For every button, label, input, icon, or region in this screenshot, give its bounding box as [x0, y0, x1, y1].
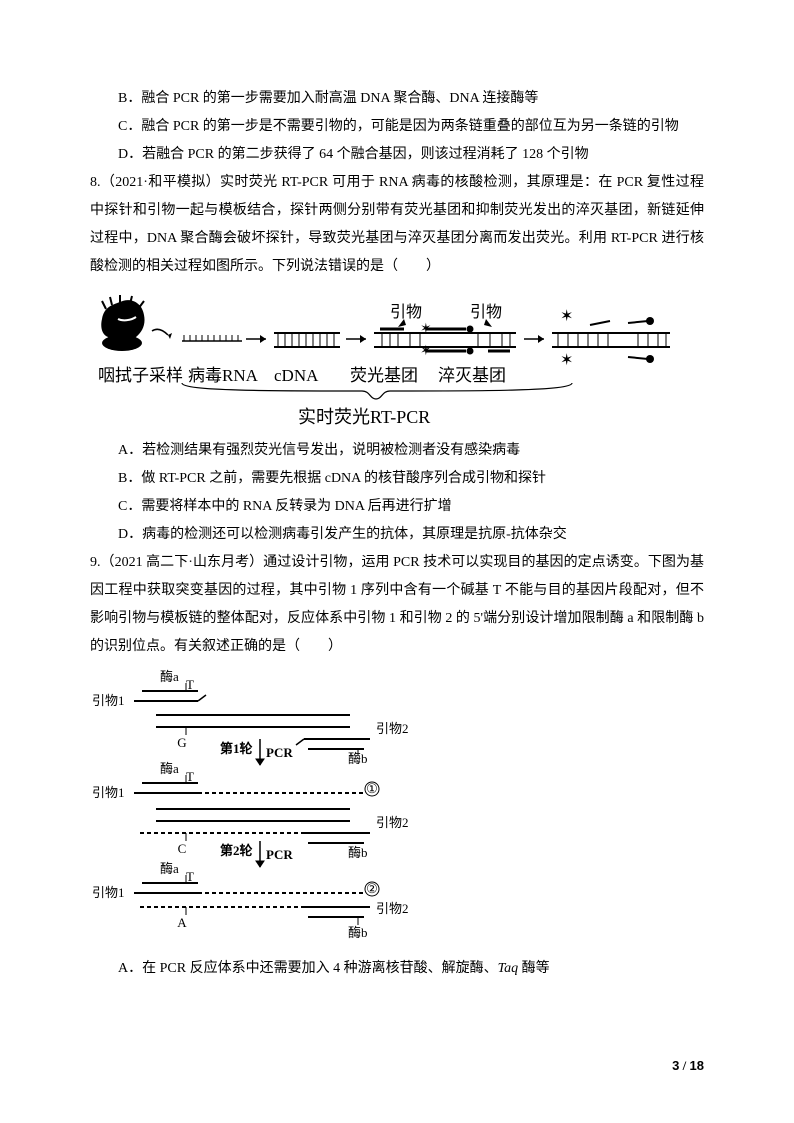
svg-text:引物2: 引物2 [376, 815, 409, 830]
page-footer: 3 / 18 [672, 1053, 704, 1079]
svg-text:✶: ✶ [560, 308, 573, 325]
arrow-icon [246, 335, 266, 343]
svg-text:PCR: PCR [266, 847, 293, 862]
svg-text:C: C [178, 841, 187, 856]
label-quench: 淬灭基团 [438, 366, 506, 385]
q8-option-d: D．病毒的检测还可以检测病毒引发产生的抗体，其原理是抗原-抗体杂交 [90, 521, 704, 549]
svg-text:引物2: 引物2 [376, 721, 409, 736]
label-sampling: 咽拭子采样 [98, 366, 183, 385]
q8-option-b: B．做 RT-PCR 之前，需要先根据 cDNA 的核苷酸序列合成引物和探针 [90, 465, 704, 493]
face-icon [101, 295, 144, 351]
label-virus-rna: 病毒RNA [188, 366, 259, 385]
svg-text:引物1: 引物1 [92, 885, 125, 900]
svg-text:T: T [186, 769, 194, 784]
q9-stem: 9.（2021 高二下·山东月考）通过设计引物，运用 PCR 技术可以实现目的基… [90, 549, 704, 661]
svg-text:引物1: 引物1 [92, 693, 125, 708]
svg-text:T: T [186, 869, 194, 884]
page-total: 18 [690, 1058, 704, 1073]
svg-text:G: G [177, 735, 186, 750]
virus-rna [182, 335, 242, 341]
svg-text:PCR: PCR [266, 745, 293, 760]
q8-diagram: 咽拭子采样 病毒RNA cDNA [90, 289, 704, 429]
svg-text:酶a: 酶a [160, 761, 179, 776]
arrow-icon [524, 335, 544, 343]
svg-text:第1轮: 第1轮 [220, 741, 253, 756]
svg-text:引物1: 引物1 [92, 785, 125, 800]
svg-text:①: ① [366, 781, 378, 796]
cdna [274, 333, 340, 347]
q9-optA-post: 酶等 [518, 961, 550, 976]
svg-text:A: A [177, 915, 187, 930]
svg-text:引物2: 引物2 [376, 901, 409, 916]
svg-text:✶: ✶ [420, 344, 432, 359]
label-primer-right: 引物 [470, 303, 502, 321]
svg-text:✶: ✶ [420, 322, 432, 337]
q9-option-a: A．在 PCR 反应体系中还需要加入 4 种游离核苷酸、解旋酶、Taq 酶等 [90, 955, 704, 983]
q8-option-c: C．需要将样本中的 RNA 反转录为 DNA 后再进行扩增 [90, 493, 704, 521]
q9-optA-pre: A．在 PCR 反应体系中还需要加入 4 种游离核苷酸、解旋酶、 [118, 961, 498, 976]
result-strand: ✶ ✶ [552, 308, 670, 369]
label-fluor: 荧光基团 [350, 366, 418, 385]
pcr-with-probe: 引物 引物 ✶ ✶ [374, 303, 516, 359]
q8-option-a: A．若检测结果有强烈荧光信号发出，说明被检测者没有感染病毒 [90, 437, 704, 465]
q9-optA-taq: Taq [498, 961, 519, 976]
svg-text:酶a: 酶a [160, 669, 179, 684]
svg-text:酶b: 酶b [348, 925, 368, 940]
svg-text:②: ② [366, 881, 378, 896]
q8-stem: 8.（2021·和平模拟）实时荧光 RT-PCR 可用于 RNA 病毒的核酸检测… [90, 169, 704, 281]
label-rtpcr: 实时荧光RT-PCR [298, 407, 430, 427]
q7-option-b: B．融合 PCR 的第一步需要加入耐高温 DNA 聚合酶、DNA 连接酶等 [90, 85, 704, 113]
q7-option-d: D．若融合 PCR 的第二步获得了 64 个融合基因，则该过程消耗了 128 个… [90, 141, 704, 169]
svg-text:酶a: 酶a [160, 861, 179, 876]
arrow-icon [346, 335, 366, 343]
page-sep: / [679, 1058, 689, 1073]
q9-diagram: 酶a T 引物1 G 引物2 酶b 第1轮 PCR 酶a T 引物1 ① 引物2… [90, 669, 704, 947]
label-primer-left: 引物 [390, 303, 422, 321]
q7-option-c: C．融合 PCR 的第一步是不需要引物的，可能是因为两条链重叠的部位互为另一条链… [90, 113, 704, 141]
svg-text:酶b: 酶b [348, 845, 368, 860]
svg-text:✶: ✶ [560, 352, 573, 369]
svg-text:T: T [186, 677, 194, 692]
svg-text:第2轮: 第2轮 [220, 843, 253, 858]
label-cdna: cDNA [274, 366, 319, 385]
